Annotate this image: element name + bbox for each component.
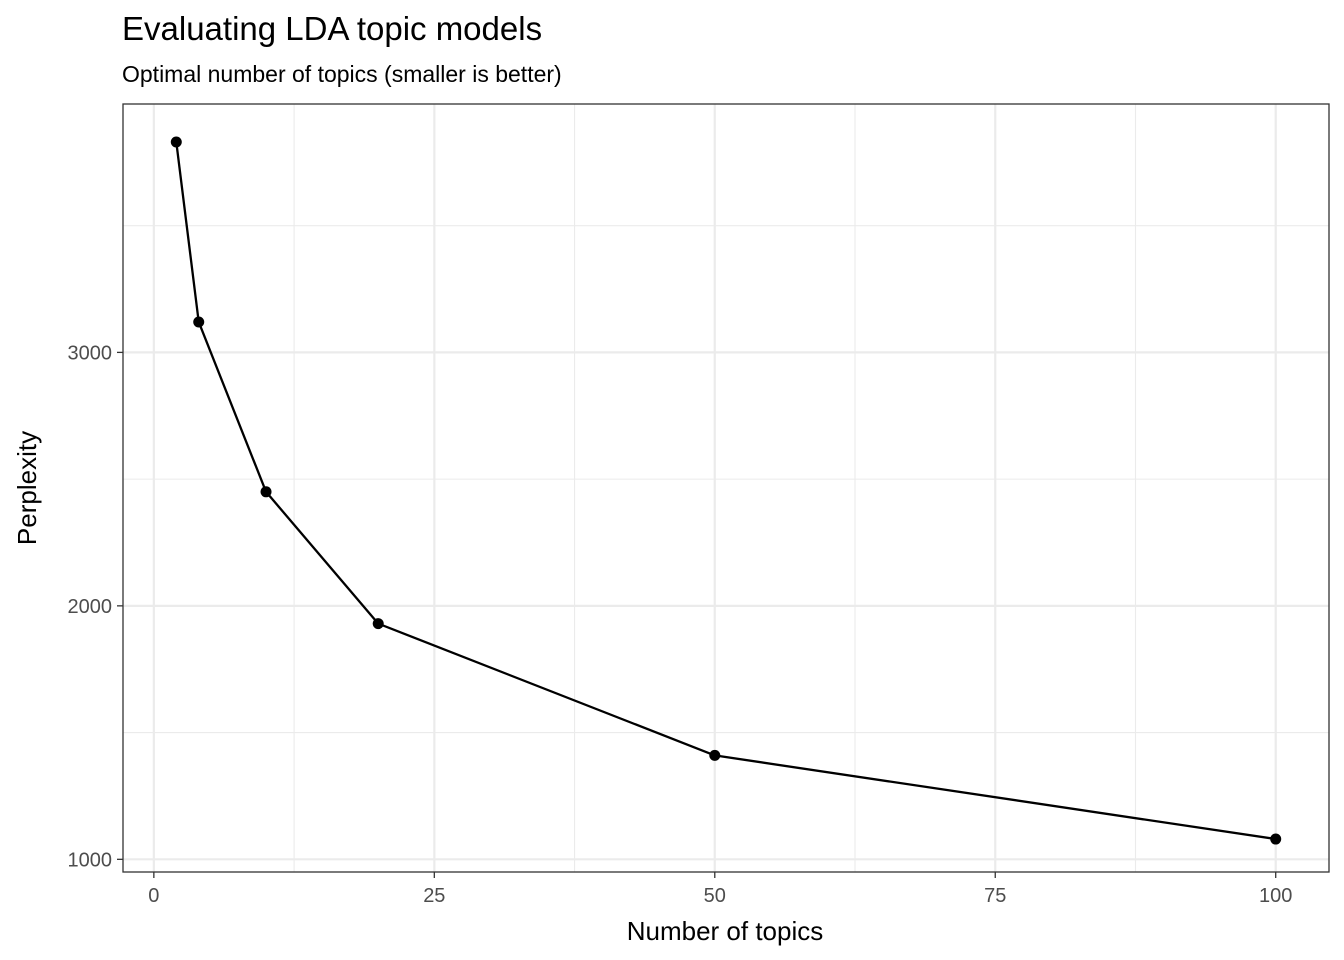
plot-panel-border	[122, 103, 1330, 873]
x-tick-label: 75	[984, 885, 1006, 907]
major-gridlines	[123, 104, 1329, 872]
data-points-group	[170, 136, 1282, 845]
data-point	[372, 618, 384, 630]
x-tick-label: 0	[148, 885, 159, 907]
x-axis-title: Number of topics	[627, 916, 824, 946]
y-axis-title: Perplexity	[12, 431, 42, 545]
series-line	[175, 141, 1276, 841]
data-point	[260, 486, 272, 498]
minor-gridlines	[123, 104, 1329, 872]
series-line-group	[175, 141, 1276, 841]
x-tick-label: 25	[423, 885, 445, 907]
data-point	[193, 316, 205, 328]
y-tick-label: 3000	[68, 342, 113, 364]
y-tick-label: 2000	[68, 596, 113, 618]
data-point	[170, 136, 182, 148]
chart-title: Evaluating LDA topic models	[122, 10, 542, 47]
x-axis-ticks: 0 25 50 75 100	[148, 872, 1292, 907]
chart-subtitle: Optimal number of topics (smaller is bet…	[122, 61, 562, 87]
y-axis-ticks: 1000 2000 3000	[68, 342, 123, 871]
x-tick-label: 50	[704, 885, 726, 907]
x-tick-label: 100	[1259, 885, 1292, 907]
data-point	[1270, 833, 1282, 845]
y-tick-label: 1000	[68, 849, 113, 871]
data-point	[709, 749, 721, 761]
